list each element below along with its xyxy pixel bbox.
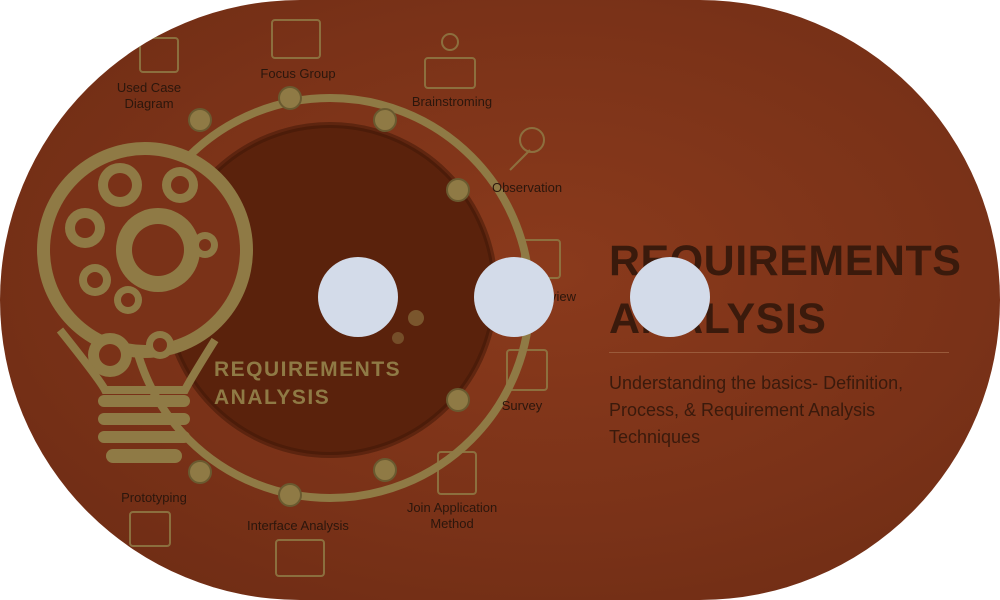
label-survey: Survey [501, 398, 543, 413]
loading-dot-1 [318, 257, 398, 337]
bulb-title: REQUIREMENTS ANALYSIS [214, 356, 424, 412]
label-observation: Observation [491, 180, 563, 195]
label-interface: Interface Analysis [247, 518, 349, 533]
used-case-icon [139, 37, 179, 73]
observation-icon [509, 127, 545, 171]
survey-icon [506, 349, 548, 391]
node-prototyping [188, 460, 212, 484]
label-brainstorming: Brainstroming [411, 94, 493, 109]
label-used-case: Used Case Diagram [116, 80, 182, 111]
prototyping-icon [129, 511, 171, 547]
loading-dot-3 [630, 257, 710, 337]
node-used-case [188, 108, 212, 132]
node-interface [278, 483, 302, 507]
ring-nodes [188, 86, 470, 507]
node-brainstorming [373, 108, 397, 132]
node-focus-group [278, 86, 302, 110]
bulb-title-line1: REQUIREMENTS [214, 358, 402, 381]
page-subtitle: Understanding the basics- Definition, Pr… [609, 373, 904, 447]
loading-dot-2 [474, 257, 554, 337]
title-divider [609, 352, 949, 353]
label-prototyping: Prototyping [121, 490, 187, 505]
bulb-title-line2: ANALYSIS [214, 386, 331, 409]
label-interview: view [549, 289, 576, 304]
bulb-base [98, 395, 190, 463]
label-jad: Join Application Method [406, 500, 498, 531]
focus-group-icon [271, 19, 321, 59]
node-observation [446, 178, 470, 202]
label-focus-group: Focus Group [260, 66, 336, 81]
node-survey [446, 388, 470, 412]
gear-bulb-icon [37, 142, 253, 394]
brainstorming-icon [424, 33, 476, 89]
jad-icon [437, 451, 477, 495]
node-jad [373, 458, 397, 482]
interface-icon [275, 539, 325, 577]
